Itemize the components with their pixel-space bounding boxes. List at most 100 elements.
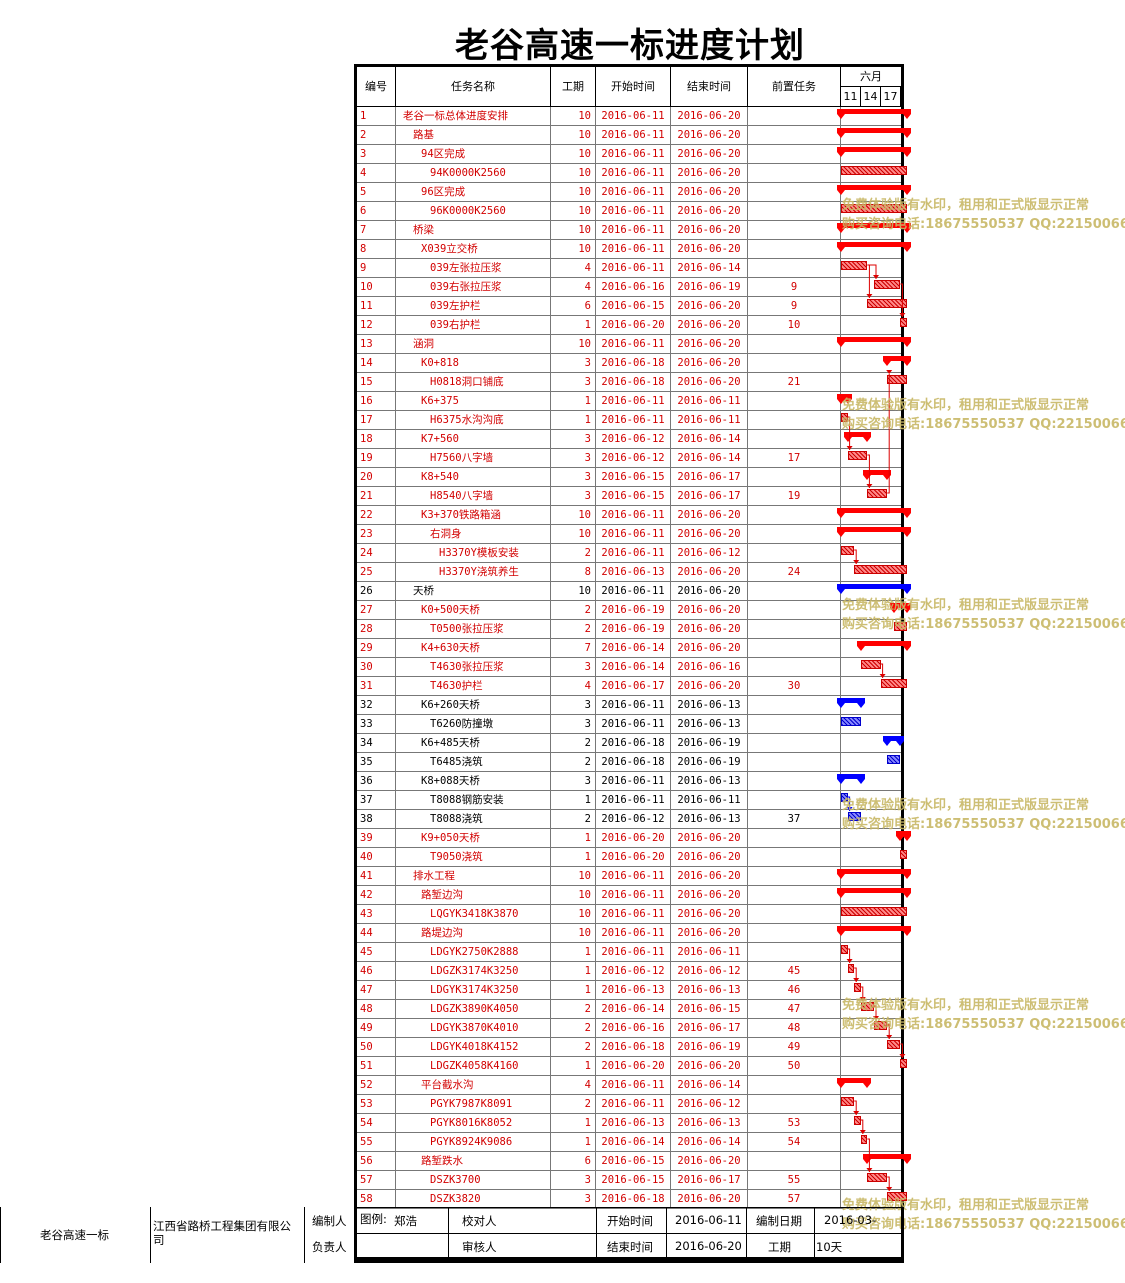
gantt-summary-bar[interactable] <box>843 432 872 442</box>
gantt-summary-bar[interactable] <box>837 109 911 119</box>
table-row[interactable]: 9 039左张拉压浆 4 2016-06-11 2016-06-14 <box>357 259 901 278</box>
gantt-task-bar[interactable] <box>841 907 907 916</box>
gantt-task-bar[interactable] <box>874 1021 888 1030</box>
gantt-task-bar[interactable] <box>841 945 848 954</box>
table-row[interactable]: 49 LDGYK3870K4010 2 2016-06-16 2016-06-17 48 <box>357 1019 901 1038</box>
gantt-summary-bar[interactable] <box>837 223 911 233</box>
table-row[interactable]: 43 LQGYK3418K3870 10 2016-06-11 2016-06-20 <box>357 905 901 924</box>
table-row[interactable]: 45 LDGYK2750K2888 1 2016-06-11 2016-06-11 <box>357 943 901 962</box>
gantt-task-bar[interactable] <box>841 1097 855 1106</box>
gantt-summary-bar[interactable] <box>883 356 911 366</box>
gantt-summary-bar[interactable] <box>837 698 865 708</box>
table-row[interactable]: 41 排水工程 10 2016-06-11 2016-06-20 <box>357 867 901 886</box>
gantt-task-bar[interactable] <box>887 755 901 764</box>
table-row[interactable]: 11 039左护栏 6 2016-06-15 2016-06-20 9 <box>357 297 901 316</box>
gantt-task-bar[interactable] <box>867 299 907 308</box>
gantt-task-bar[interactable] <box>854 983 861 992</box>
gantt-summary-bar[interactable] <box>837 926 911 936</box>
table-row[interactable]: 50 LDGYK4018K4152 2 2016-06-18 2016-06-19 49 <box>357 1038 901 1057</box>
gantt-task-bar[interactable] <box>887 1040 901 1049</box>
table-row[interactable]: 58 DSZK3820 3 2016-06-18 2016-06-20 57 <box>357 1190 901 1209</box>
table-row[interactable]: 8 X039立交桥 10 2016-06-11 2016-06-20 <box>357 240 901 259</box>
table-row[interactable]: 32 K6+260天桥 3 2016-06-11 2016-06-13 <box>357 696 901 715</box>
table-row[interactable]: 21 H8540八字墙 3 2016-06-15 2016-06-17 19 <box>357 487 901 506</box>
gantt-summary-bar[interactable] <box>889 603 912 613</box>
table-row[interactable]: 5 96区完成 10 2016-06-11 2016-06-20 <box>357 183 901 202</box>
gantt-task-bar[interactable] <box>893 622 907 631</box>
gantt-task-bar[interactable] <box>900 318 907 327</box>
gantt-task-bar[interactable] <box>860 660 881 669</box>
gantt-task-bar[interactable] <box>900 1059 907 1068</box>
table-row[interactable]: 52 平台截水沟 4 2016-06-11 2016-06-14 <box>357 1076 901 1095</box>
table-row[interactable]: 44 路堤边沟 10 2016-06-11 2016-06-20 <box>357 924 901 943</box>
table-row[interactable]: 46 LDGZK3174K3250 1 2016-06-12 2016-06-12 45 <box>357 962 901 981</box>
gantt-summary-bar[interactable] <box>837 774 865 784</box>
table-row[interactable]: 29 K4+630天桥 7 2016-06-14 2016-06-20 <box>357 639 901 658</box>
table-row[interactable]: 31 T4630护栏 4 2016-06-17 2016-06-20 30 <box>357 677 901 696</box>
gantt-summary-bar[interactable] <box>837 394 852 404</box>
gantt-summary-bar[interactable] <box>837 242 911 252</box>
table-row[interactable]: 3 94区完成 10 2016-06-11 2016-06-20 <box>357 145 901 164</box>
gantt-task-bar[interactable] <box>887 1192 907 1201</box>
gantt-task-bar[interactable] <box>860 1135 868 1144</box>
gantt-summary-bar[interactable] <box>856 641 912 651</box>
gantt-task-bar[interactable] <box>847 451 868 460</box>
table-row[interactable]: 57 DSZK3700 3 2016-06-15 2016-06-17 55 <box>357 1171 901 1190</box>
table-row[interactable]: 24 H3370Y模板安装 2 2016-06-11 2016-06-12 <box>357 544 901 563</box>
gantt-summary-bar[interactable] <box>837 337 911 347</box>
table-row[interactable]: 37 T8088钢筋安装 1 2016-06-11 2016-06-11 <box>357 791 901 810</box>
gantt-task-bar[interactable] <box>874 280 901 289</box>
table-row[interactable]: 40 T9050浇筑 1 2016-06-20 2016-06-20 <box>357 848 901 867</box>
table-row[interactable]: 42 路堑边沟 10 2016-06-11 2016-06-20 <box>357 886 901 905</box>
table-row[interactable]: 2 路基 10 2016-06-11 2016-06-20 <box>357 126 901 145</box>
gantt-summary-bar[interactable] <box>883 736 905 746</box>
table-row[interactable]: 55 PGYK8924K9086 1 2016-06-14 2016-06-14 54 <box>357 1133 901 1152</box>
table-row[interactable]: 15 H0818洞口铺底 3 2016-06-18 2016-06-20 21 <box>357 373 901 392</box>
table-row[interactable]: 54 PGYK8016K8052 1 2016-06-13 2016-06-13 53 <box>357 1114 901 1133</box>
table-row[interactable]: 51 LDGZK4058K4160 1 2016-06-20 2016-06-20 50 <box>357 1057 901 1076</box>
gantt-summary-bar[interactable] <box>837 527 911 537</box>
table-row[interactable]: 38 T8088浇筑 2 2016-06-12 2016-06-13 37 <box>357 810 901 829</box>
gantt-summary-bar[interactable] <box>837 128 911 138</box>
gantt-summary-bar[interactable] <box>863 470 892 480</box>
gantt-task-bar[interactable] <box>841 413 848 422</box>
gantt-summary-bar[interactable] <box>837 508 911 518</box>
table-row[interactable]: 6 96K0000K2560 10 2016-06-11 2016-06-20 <box>357 202 901 221</box>
gantt-task-bar[interactable] <box>847 812 861 821</box>
table-row[interactable]: 10 039右张拉压浆 4 2016-06-16 2016-06-19 9 <box>357 278 901 297</box>
table-row[interactable]: 4 94K0000K2560 10 2016-06-11 2016-06-20 <box>357 164 901 183</box>
gantt-summary-bar[interactable] <box>837 869 911 879</box>
table-row[interactable]: 13 涵洞 10 2016-06-11 2016-06-20 <box>357 335 901 354</box>
table-row[interactable]: 47 LDGYK3174K3250 1 2016-06-13 2016-06-13 46 <box>357 981 901 1000</box>
gantt-task-bar[interactable] <box>854 1116 861 1125</box>
table-row[interactable]: 18 K7+560 3 2016-06-12 2016-06-14 <box>357 430 901 449</box>
table-row[interactable]: 25 H3370Y浇筑养生 8 2016-06-13 2016-06-20 24 <box>357 563 901 582</box>
table-row[interactable]: 53 PGYK7987K8091 2 2016-06-11 2016-06-12 <box>357 1095 901 1114</box>
gantt-summary-bar[interactable] <box>863 1154 911 1164</box>
gantt-summary-bar[interactable] <box>837 584 911 594</box>
table-row[interactable]: 27 K0+500天桥 2 2016-06-19 2016-06-20 <box>357 601 901 620</box>
table-row[interactable]: 20 K8+540 3 2016-06-15 2016-06-17 <box>357 468 901 487</box>
gantt-task-bar[interactable] <box>841 793 848 802</box>
gantt-summary-bar[interactable] <box>837 1078 872 1088</box>
table-row[interactable]: 39 K9+050天桥 1 2016-06-20 2016-06-20 <box>357 829 901 848</box>
table-row[interactable]: 23 右洞身 10 2016-06-11 2016-06-20 <box>357 525 901 544</box>
table-row[interactable]: 56 路堑跌水 6 2016-06-15 2016-06-20 <box>357 1152 901 1171</box>
table-row[interactable]: 28 T0500张拉压浆 2 2016-06-19 2016-06-20 <box>357 620 901 639</box>
gantt-task-bar[interactable] <box>841 546 855 555</box>
gantt-task-bar[interactable] <box>847 964 855 973</box>
table-row[interactable]: 1 老谷一标总体进度安排 10 2016-06-11 2016-06-20 <box>357 107 901 126</box>
table-row[interactable]: 7 桥梁 10 2016-06-11 2016-06-20 <box>357 221 901 240</box>
gantt-task-bar[interactable] <box>860 1002 874 1011</box>
gantt-task-bar[interactable] <box>887 375 907 384</box>
table-row[interactable]: 35 T6485浇筑 2 2016-06-18 2016-06-19 <box>357 753 901 772</box>
table-row[interactable]: 16 K6+375 1 2016-06-11 2016-06-11 <box>357 392 901 411</box>
gantt-summary-bar[interactable] <box>896 831 911 841</box>
gantt-task-bar[interactable] <box>867 489 888 498</box>
gantt-task-bar[interactable] <box>854 565 907 574</box>
gantt-task-bar[interactable] <box>841 261 868 270</box>
table-row[interactable]: 19 H7560八字墙 3 2016-06-12 2016-06-14 17 <box>357 449 901 468</box>
gantt-summary-bar[interactable] <box>837 888 911 898</box>
table-row[interactable]: 33 T6260防撞墩 3 2016-06-11 2016-06-13 <box>357 715 901 734</box>
table-row[interactable]: 36 K8+088天桥 3 2016-06-11 2016-06-13 <box>357 772 901 791</box>
